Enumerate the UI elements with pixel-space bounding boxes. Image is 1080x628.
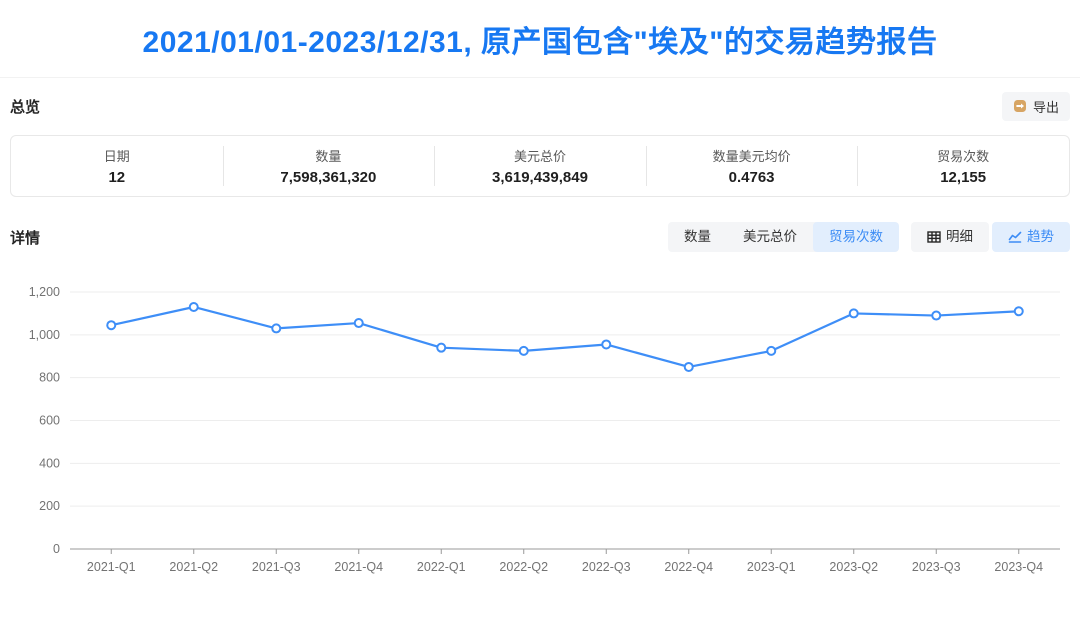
details-section-title: 详情 <box>10 229 41 247</box>
tab-usd-total[interactable]: 美元总价 <box>727 222 813 252</box>
stat-label: 数量美元均价 <box>712 149 791 164</box>
tab-trade-count[interactable]: 贸易次数 <box>813 222 899 252</box>
stat-value: 3,619,439,849 <box>492 169 588 186</box>
tab-trend-view[interactable]: 趋势 <box>992 222 1070 252</box>
stat-label: 贸易次数 <box>937 149 990 164</box>
export-button[interactable]: 导出 <box>1001 91 1070 121</box>
y-tick-label: 0 <box>53 542 60 556</box>
stat-value: 0.4763 <box>728 169 775 186</box>
table-icon <box>927 230 941 244</box>
data-point <box>848 308 859 319</box>
x-tick-label: 2022-Q1 <box>417 560 466 574</box>
stat-value: 12 <box>108 169 126 186</box>
stat-label: 日期 <box>103 149 130 164</box>
export-icon <box>1013 99 1027 113</box>
stat-value: 12,155 <box>940 169 987 186</box>
details-header-row: 详情 数量 美元总价 贸易次数 <box>10 221 1070 253</box>
y-tick-label: 1,000 <box>29 328 60 342</box>
stat-label: 数量 <box>315 149 342 164</box>
tab-quantity[interactable]: 数量 <box>668 222 727 252</box>
overview-header-row: 总览 导出 <box>10 91 1070 121</box>
trend-chart[interactable]: 0 200 400 600 800 1,000 1,200 2021-Q1 2021-Q2 202… <box>10 267 1070 597</box>
tab-detail-view[interactable]: 明细 <box>911 222 989 252</box>
y-tick-label: 400 <box>39 456 60 470</box>
metric-tab-group: 数量 美元总价 贸易次数 <box>668 222 899 252</box>
x-tick-label: 2022-Q4 <box>664 560 713 574</box>
overview-stats-card: 日期 12 数量 7,598,361,320 美元总价 3,619,439,84… <box>10 135 1070 197</box>
stat-value: 7,598,361,320 <box>280 169 377 186</box>
stat-date: 日期 12 <box>11 136 223 196</box>
report-header: 2021/01/01-2023/12/31, 原产国包含"埃及"的交易趋势报告 <box>0 0 1080 78</box>
y-tick-label: 1,200 <box>29 285 60 299</box>
data-point <box>766 345 777 356</box>
x-tick-label: 2022-Q2 <box>499 560 548 574</box>
trend-line <box>111 305 1019 369</box>
y-tick-label: 800 <box>39 371 60 385</box>
view-tab-group: 明细 趋势 <box>911 222 1070 252</box>
tab-detail-label: 明细 <box>946 229 973 245</box>
data-point <box>518 345 529 356</box>
data-point <box>683 361 694 372</box>
report-title: 2021/01/01-2023/12/31, 原产国包含"埃及"的交易趋势报告 <box>142 25 938 59</box>
stat-label: 美元总价 <box>513 149 566 164</box>
x-tick-label: 2022-Q3 <box>582 560 631 574</box>
x-tick-label: 2023-Q4 <box>994 560 1043 574</box>
tab-trend-label: 趋势 <box>1027 229 1054 245</box>
trend-chart-canvas[interactable]: 0 200 400 600 800 1,000 1,200 2021-Q1 2021-Q2 202… <box>10 267 1070 597</box>
data-point <box>1013 306 1024 317</box>
chart-controls: 数量 美元总价 贸易次数 <box>668 222 1070 252</box>
stat-quantity: 数量 7,598,361,320 <box>222 136 435 196</box>
stat-trade-count: 贸易次数 12,155 <box>857 136 1069 196</box>
x-tick-label: 2023-Q2 <box>829 560 878 574</box>
y-tick-label: 600 <box>39 414 60 428</box>
data-point <box>931 310 942 321</box>
overview-section-title: 总览 <box>10 98 41 116</box>
x-tick-label: 2023-Q1 <box>747 560 796 574</box>
trend-icon <box>1008 230 1022 244</box>
x-tick-label: 2021-Q1 <box>87 560 136 574</box>
data-point <box>188 301 199 312</box>
export-button-label: 导出 <box>1032 99 1059 115</box>
data-point <box>271 323 282 334</box>
data-point <box>601 339 612 350</box>
y-tick-label: 200 <box>39 499 60 513</box>
x-tick-label: 2021-Q3 <box>252 560 301 574</box>
x-tick-label: 2021-Q4 <box>334 560 383 574</box>
data-point <box>436 342 447 353</box>
data-point <box>106 320 117 331</box>
stat-avg-usd-price: 数量美元均价 0.4763 <box>645 136 858 196</box>
stat-usd-total: 美元总价 3,619,439,849 <box>434 136 646 196</box>
x-tick-label: 2023-Q3 <box>912 560 961 574</box>
x-tick-label: 2021-Q2 <box>169 560 218 574</box>
data-point <box>353 318 364 329</box>
